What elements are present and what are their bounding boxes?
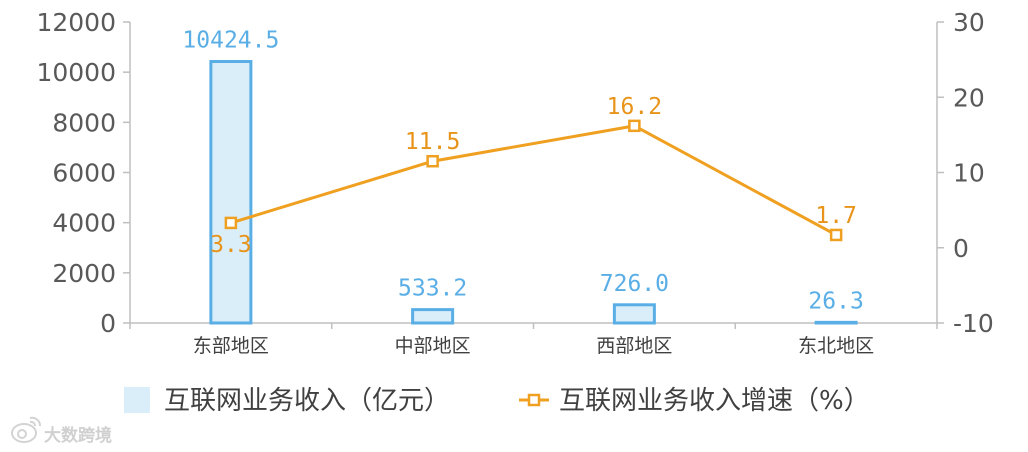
- left-tick-label: 0: [100, 309, 116, 338]
- left-tick-label: 4000: [52, 209, 116, 238]
- growth-line: [230, 124, 837, 237]
- right-axis-ticks: -10 0 10 20 30: [937, 8, 994, 338]
- line-data-label: 11.5: [405, 129, 460, 155]
- bar-data-label: 726.0: [600, 271, 669, 297]
- left-tick-label: 2000: [52, 259, 116, 288]
- category-label: 东部地区: [193, 335, 269, 357]
- line-point: [829, 228, 843, 242]
- bar: [411, 308, 455, 325]
- line-point: [628, 119, 641, 133]
- legend-line-label: 互联网业务收入增速（%）: [559, 386, 870, 416]
- bar-data-label: 26.3: [808, 288, 863, 314]
- watermark-text: 大数跨境: [44, 425, 112, 446]
- left-tick-label: 8000: [52, 108, 116, 137]
- line-series: [224, 119, 843, 242]
- bar-data-labels: 10424.5 533.2 726.0 26.3: [182, 28, 863, 315]
- bar-data-label: 533.2: [398, 276, 467, 302]
- category-label: 中部地区: [395, 335, 471, 357]
- left-tick-label: 12000: [36, 8, 116, 37]
- weibo-logo-icon: [11, 416, 41, 443]
- left-tick-label: 6000: [52, 159, 116, 188]
- right-tick-label: 20: [953, 83, 985, 112]
- watermark: 大数跨境: [11, 416, 112, 446]
- bar: [814, 320, 858, 325]
- line-data-label: 16.2: [607, 94, 662, 120]
- category-labels: 东部地区 中部地区 西部地区 东北地区: [129, 323, 938, 357]
- left-tick-label: 10000: [36, 58, 116, 87]
- line-point: [224, 216, 238, 230]
- right-tick-label: -10: [953, 309, 994, 338]
- right-tick-label: 30: [953, 8, 985, 37]
- legend-bar-label: 互联网业务收入（亿元）: [164, 386, 450, 416]
- line-point: [426, 154, 439, 168]
- legend-line-marker: [527, 393, 541, 407]
- category-label: 西部地区: [596, 335, 672, 357]
- left-axis-ticks: 0 2000 4000 6000 8000 10000 12000: [36, 8, 130, 338]
- legend-bar-swatch: [124, 387, 150, 413]
- bar-data-label: 10424.5: [182, 28, 279, 54]
- right-tick-label: 10: [953, 159, 985, 188]
- bar-series: [209, 60, 858, 325]
- legend: 互联网业务收入（亿元） 互联网业务收入增速（%）: [124, 386, 870, 416]
- bar: [612, 303, 656, 325]
- line-data-label: 1.7: [815, 203, 857, 229]
- bar: [209, 60, 253, 325]
- line-data-labels: 3.3 11.5 16.2 1.7: [210, 94, 857, 258]
- right-tick-label: 0: [953, 234, 969, 263]
- line-data-label: 3.3: [210, 232, 252, 258]
- category-label: 东北地区: [798, 335, 874, 357]
